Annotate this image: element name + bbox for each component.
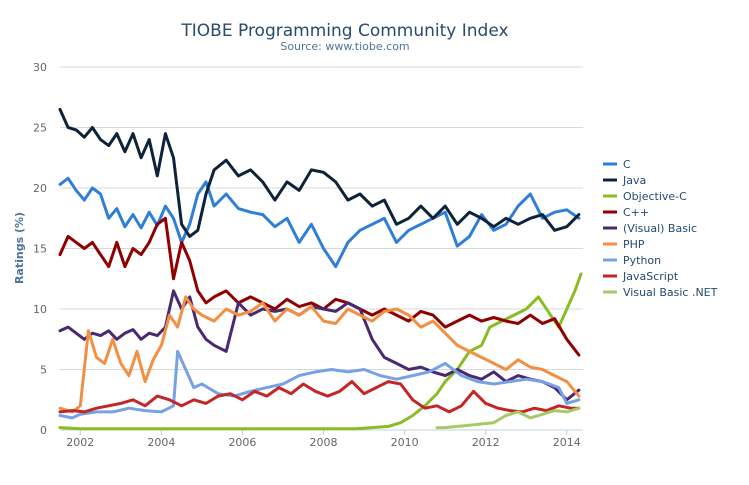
legend-item-objective-c[interactable]: Objective-C [623, 190, 687, 203]
series-line-java [58, 107, 581, 238]
legend-item-python[interactable]: Python [623, 254, 661, 267]
x-tick-label: 2010 [391, 436, 419, 449]
series-line-visual-basic [58, 289, 581, 402]
legend-item-java[interactable]: Java [622, 174, 646, 187]
series-line-c [58, 216, 581, 357]
legend: C Java Objective-C C++ (Visual) Basic PHP Pyth… [603, 158, 718, 299]
axes: 0 5 10 15 20 25 30 2002 2004 2006 2008 2010 2012 2014 [33, 61, 583, 449]
series-line-python [58, 349, 581, 420]
legend-item-c[interactable]: C++ [623, 206, 649, 219]
legend-item-visual-basic[interactable]: (Visual) Basic [623, 222, 697, 235]
y-axis-label: Ratings (%) [13, 212, 26, 284]
y-tick-label: 15 [33, 243, 47, 256]
legend-item-c[interactable]: C [623, 158, 631, 171]
y-tick-label: 5 [40, 364, 47, 377]
y-tick-label: 25 [33, 122, 47, 135]
x-tick-label: 2014 [553, 436, 581, 449]
series-line-visual-basic-net [435, 406, 581, 430]
series-lines [58, 107, 583, 431]
x-tick-label: 2008 [310, 436, 338, 449]
y-tick-label: 0 [40, 424, 47, 437]
chart-title: TIOBE Programming Community Index [180, 21, 508, 41]
x-tick-label: 2012 [472, 436, 500, 449]
series-line-php [58, 295, 581, 414]
legend-item-javascript[interactable]: JavaScript [622, 270, 679, 283]
series-line-objective-c [58, 272, 583, 431]
x-tick-label: 2006 [228, 436, 256, 449]
y-tick-label: 20 [33, 182, 47, 195]
x-tick-label: 2004 [147, 436, 175, 449]
y-tick-label: 10 [33, 303, 47, 316]
series-line-javascript [58, 380, 581, 414]
x-tick-label: 2002 [66, 436, 94, 449]
chart-subtitle: Source: www.tiobe.com [280, 40, 409, 53]
y-tick-label: 30 [33, 61, 47, 74]
legend-item-visual-basic-net[interactable]: Visual Basic .NET [623, 286, 718, 299]
legend-item-php[interactable]: PHP [623, 238, 645, 251]
grid-lines [60, 66, 583, 431]
